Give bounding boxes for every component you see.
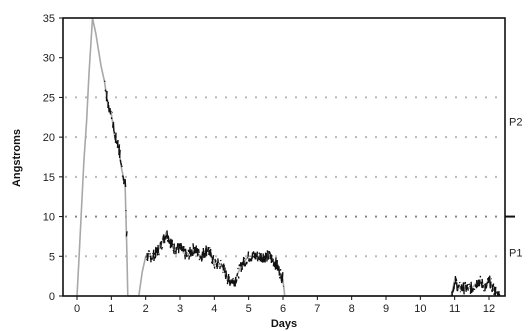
y-tick-label: 15	[43, 172, 55, 184]
data-noise	[103, 80, 128, 237]
y-axis-label: Angstroms	[11, 129, 23, 187]
x-tick-label: 12	[483, 303, 495, 315]
plot-frame	[62, 17, 506, 297]
x-tick-label: 3	[177, 303, 183, 315]
x-tick-label: 0	[74, 303, 80, 315]
side-label-p1: P1	[509, 247, 522, 259]
y-tick-label: 5	[49, 251, 55, 263]
x-tick-label: 1	[108, 303, 114, 315]
data-noise	[450, 275, 501, 297]
y-tick-label: 25	[43, 92, 55, 104]
x-tick-label: 10	[414, 303, 426, 315]
y-tick-label: 30	[43, 53, 55, 65]
x-tick-label: 8	[349, 303, 355, 315]
x-tick-label: 7	[314, 303, 320, 315]
x-tick-label: 4	[211, 303, 217, 315]
x-axis-label: Days	[271, 318, 297, 330]
x-tick-label: 2	[143, 303, 149, 315]
axes	[62, 17, 506, 297]
y-tick-label: 0	[49, 291, 55, 303]
grid	[65, 96, 503, 258]
data-line	[76, 17, 500, 297]
data-noise	[145, 230, 284, 287]
x-tick-label: 6	[280, 303, 286, 315]
y-tick-label: 35	[43, 13, 55, 25]
y-tick-label: 20	[43, 132, 55, 144]
x-tick-label: 9	[383, 303, 389, 315]
x-tick-label: 5	[246, 303, 252, 315]
plot-area	[76, 17, 501, 297]
side-labels: P2 P1	[509, 116, 522, 259]
x-tick-label: 11	[449, 303, 460, 315]
y-tick-label: 10	[43, 212, 55, 224]
side-label-p2: P2	[509, 116, 522, 128]
